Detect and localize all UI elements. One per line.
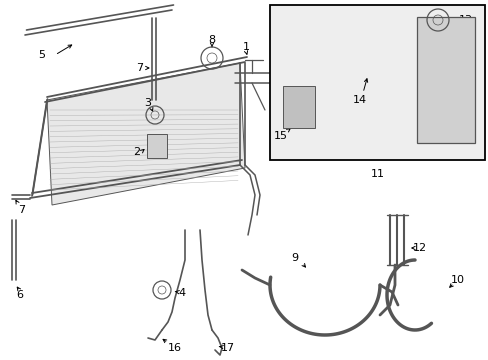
- Text: 14: 14: [352, 95, 366, 105]
- Text: 17: 17: [221, 343, 235, 353]
- Text: 10: 10: [450, 275, 464, 285]
- Text: 5: 5: [39, 50, 45, 60]
- Text: 6: 6: [17, 290, 23, 300]
- Text: 3: 3: [144, 98, 151, 108]
- Text: 16: 16: [168, 343, 182, 353]
- Text: 8: 8: [208, 35, 215, 45]
- Bar: [269, 5, 484, 160]
- FancyBboxPatch shape: [283, 86, 314, 128]
- Text: 2: 2: [133, 147, 140, 157]
- Text: 4: 4: [178, 288, 185, 298]
- Text: 7: 7: [19, 205, 25, 215]
- FancyBboxPatch shape: [147, 134, 167, 158]
- Polygon shape: [47, 63, 244, 205]
- Text: 15: 15: [273, 131, 287, 141]
- Text: 7: 7: [136, 63, 143, 73]
- Text: 11: 11: [370, 169, 384, 179]
- Text: 1: 1: [242, 42, 249, 52]
- Text: 12: 12: [412, 243, 426, 253]
- Text: 13: 13: [458, 15, 472, 25]
- Text: 9: 9: [291, 253, 298, 263]
- FancyBboxPatch shape: [416, 17, 474, 143]
